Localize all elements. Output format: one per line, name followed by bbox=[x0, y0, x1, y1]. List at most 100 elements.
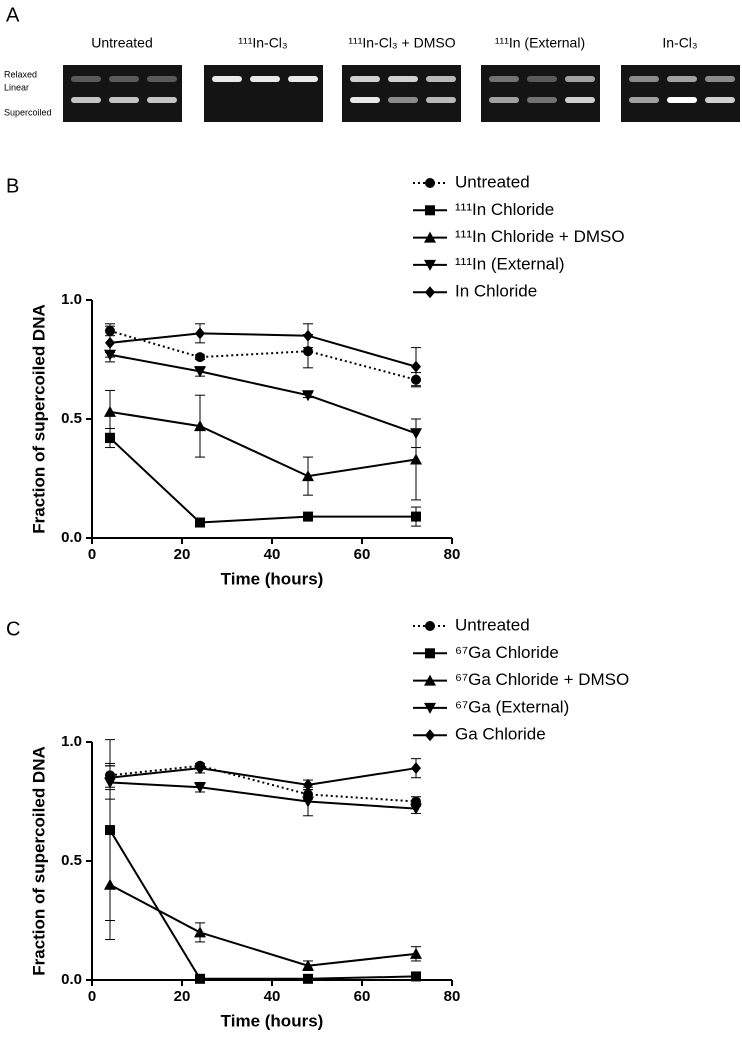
band-label: Relaxed bbox=[4, 69, 37, 79]
gel-band bbox=[565, 76, 595, 82]
marker bbox=[105, 771, 115, 784]
gel-band bbox=[565, 97, 595, 103]
marker bbox=[302, 390, 314, 402]
legend-label: ¹¹¹In (External) bbox=[455, 254, 565, 273]
gel-band bbox=[426, 97, 456, 103]
x-tick-label: 40 bbox=[264, 988, 281, 1005]
series-line bbox=[109, 353, 417, 435]
series-line bbox=[109, 764, 417, 803]
legend-label: ¹¹¹In Chloride + DMSO bbox=[455, 227, 625, 246]
x-tick-label: 0 bbox=[88, 546, 96, 563]
marker bbox=[105, 336, 115, 349]
x-tick-label: 60 bbox=[354, 988, 371, 1005]
marker bbox=[411, 511, 421, 522]
legend-label: ⁶⁷Ga (External) bbox=[455, 697, 569, 716]
y-tick-label: 1.0 bbox=[61, 733, 82, 750]
marker bbox=[425, 178, 435, 188]
marker bbox=[105, 433, 115, 444]
gel-band bbox=[388, 97, 418, 103]
gel bbox=[481, 65, 600, 122]
y-tick-label: 0.0 bbox=[61, 971, 82, 988]
marker bbox=[195, 762, 205, 775]
band-label: Linear bbox=[4, 82, 29, 92]
gel-band bbox=[629, 97, 659, 103]
gel-band bbox=[705, 97, 735, 103]
marker bbox=[194, 926, 206, 938]
gel-band bbox=[489, 97, 519, 103]
series-line bbox=[109, 329, 417, 381]
marker bbox=[303, 346, 313, 357]
marker bbox=[303, 778, 313, 791]
gel-images bbox=[63, 65, 740, 122]
marker bbox=[194, 420, 206, 432]
y-tick-label: 1.0 bbox=[61, 291, 82, 308]
marker bbox=[410, 428, 422, 440]
marker bbox=[424, 674, 436, 686]
band-label: Supercoiled bbox=[4, 107, 52, 117]
gel-band bbox=[350, 97, 380, 103]
gel-band bbox=[527, 97, 557, 103]
gel-band bbox=[489, 76, 519, 82]
marker bbox=[104, 878, 116, 890]
marker bbox=[425, 621, 435, 631]
gel-band bbox=[426, 76, 456, 82]
series-line bbox=[109, 883, 417, 967]
gel bbox=[63, 65, 182, 122]
x-tick-label: 20 bbox=[174, 988, 191, 1005]
gel-band bbox=[629, 76, 659, 82]
gel-band bbox=[212, 76, 242, 82]
marker bbox=[411, 762, 421, 775]
marker bbox=[195, 352, 205, 363]
gel-band bbox=[109, 76, 139, 82]
lane-label: ¹¹¹In-Cl₃ bbox=[238, 35, 287, 51]
marker bbox=[194, 782, 206, 794]
marker bbox=[195, 973, 205, 984]
panel-label: B bbox=[6, 175, 19, 197]
lane-label: ¹¹¹In-Cl₃ + DMSO bbox=[348, 35, 455, 51]
marker bbox=[411, 360, 421, 373]
x-tick-label: 80 bbox=[444, 546, 461, 563]
marker bbox=[424, 259, 436, 271]
marker bbox=[195, 327, 205, 340]
x-tick-label: 20 bbox=[174, 546, 191, 563]
series-line bbox=[109, 767, 417, 786]
series-line bbox=[109, 332, 417, 368]
gel bbox=[621, 65, 740, 122]
gel bbox=[204, 65, 323, 122]
legend-label: Untreated bbox=[455, 615, 530, 634]
y-axis-title: Fraction of supercoiled DNA bbox=[29, 746, 48, 976]
gel-band bbox=[350, 76, 380, 82]
marker bbox=[303, 973, 313, 984]
marker bbox=[410, 947, 422, 959]
panel-label: C bbox=[6, 618, 20, 640]
lane-label: Untreated bbox=[91, 35, 152, 51]
lane-label: In-Cl₃ bbox=[662, 35, 697, 51]
legend-label: ⁶⁷Ga Chloride + DMSO bbox=[455, 670, 629, 689]
x-tick-label: 40 bbox=[264, 546, 281, 563]
gel-band bbox=[71, 97, 101, 103]
marker bbox=[425, 286, 435, 299]
marker bbox=[425, 729, 435, 742]
legend-label: Ga Chloride bbox=[455, 725, 546, 744]
marker bbox=[425, 205, 435, 216]
gel-band bbox=[667, 76, 697, 82]
y-axis-title: Fraction of supercoiled DNA bbox=[29, 304, 48, 534]
y-tick-label: 0.5 bbox=[61, 410, 82, 427]
gel bbox=[342, 65, 461, 122]
gel-band bbox=[147, 97, 177, 103]
panel-label: A bbox=[6, 4, 20, 26]
marker bbox=[303, 511, 313, 522]
marker bbox=[424, 231, 436, 243]
x-axis-title: Time (hours) bbox=[221, 569, 324, 588]
series-line bbox=[109, 437, 416, 524]
gel-band bbox=[527, 76, 557, 82]
marker bbox=[425, 648, 435, 659]
marker bbox=[104, 405, 116, 417]
gel-band bbox=[147, 76, 177, 82]
marker bbox=[410, 803, 422, 815]
y-tick-label: 0.0 bbox=[61, 529, 82, 546]
marker bbox=[410, 453, 422, 465]
x-axis-title: Time (hours) bbox=[221, 1011, 324, 1030]
series-line bbox=[109, 829, 417, 980]
marker bbox=[424, 702, 436, 714]
